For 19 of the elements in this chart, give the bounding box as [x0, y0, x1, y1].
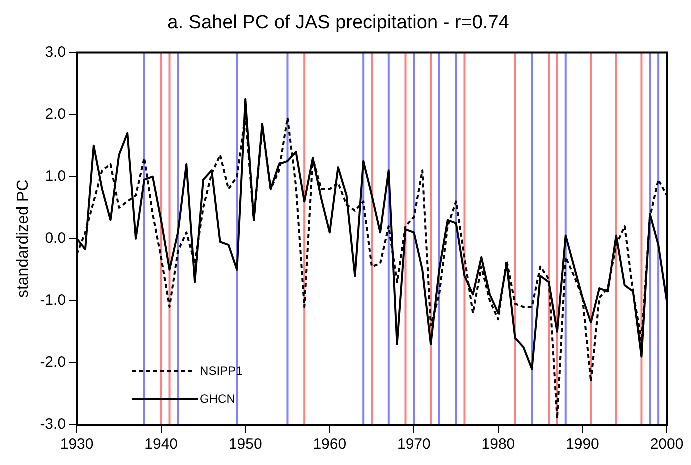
x-tick-label: 1970 — [397, 436, 431, 454]
legend-label: GHCN — [200, 392, 236, 406]
y-tick-label: 0.0 — [45, 230, 66, 248]
x-tick-label: 1990 — [566, 436, 600, 454]
x-tick-label: 2000 — [650, 436, 684, 454]
x-tick-label: 1980 — [482, 436, 516, 454]
chart-title: a. Sahel PC of JAS precipitation - r=0.74 — [168, 12, 510, 34]
x-tick-label: 1940 — [144, 436, 178, 454]
x-tick-label: 1950 — [228, 436, 262, 454]
y-tick-label: 2.0 — [45, 106, 66, 123]
y-tick-label: -2.0 — [40, 354, 66, 372]
y-tick-label: -1.0 — [40, 292, 66, 310]
x-tick-label: 1960 — [313, 436, 347, 454]
y-tick-label: -3.0 — [40, 416, 66, 434]
y-tick-label: 3.0 — [45, 44, 66, 61]
legend-label: NSIPP1 — [200, 364, 243, 378]
y-axis-title: standardized PC — [15, 180, 32, 298]
x-tick-label: 1930 — [60, 436, 94, 454]
y-tick-label: 1.0 — [45, 168, 66, 186]
